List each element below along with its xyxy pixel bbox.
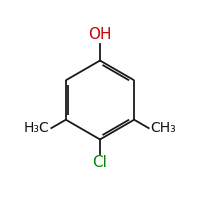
Text: CH₃: CH₃ — [151, 121, 176, 135]
Text: OH: OH — [88, 27, 112, 42]
Text: Cl: Cl — [93, 155, 107, 170]
Text: H₃C: H₃C — [24, 121, 49, 135]
